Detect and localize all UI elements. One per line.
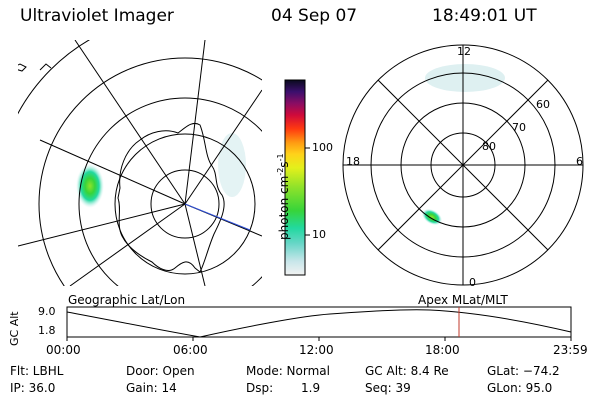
meridian-line — [184, 203, 206, 286]
glat-status: GLat: −74.2 — [487, 364, 560, 378]
mlt-label-0: 0 — [469, 276, 476, 289]
gc-alt-status: GC Alt: 8.4 Re — [365, 364, 449, 378]
sequence-status: Seq: 39 — [365, 381, 411, 395]
lat-circle — [114, 133, 256, 275]
geographic-map — [18, 40, 262, 286]
lat-circle — [150, 169, 220, 239]
x-tick-label: 06:00 — [173, 343, 208, 357]
colorbar-label-10: 10 — [312, 228, 326, 241]
mlat-label-60: 60 — [536, 98, 550, 111]
mlat-label-80: 80 — [482, 140, 496, 153]
meridian-line — [184, 40, 206, 205]
filter-status: Flt: LBHL — [10, 364, 64, 378]
mlt-label-12: 12 — [457, 45, 471, 58]
aurora-emission-polar — [421, 208, 443, 226]
timeline-right-title: Apex MLat/MLT — [418, 293, 508, 307]
time-label: 18:49:01 UT — [432, 6, 537, 26]
x-tick-label: 00:00 — [46, 343, 81, 357]
mlat-label-70: 70 — [512, 121, 526, 134]
coastline-fragment — [18, 63, 52, 72]
antarctica-coastline — [117, 122, 225, 273]
gain-status: Gain: 14 — [126, 381, 177, 395]
timeline-ylabel: GC Alt — [8, 311, 21, 346]
meridian-line — [18, 203, 186, 247]
look-direction-line — [184, 203, 251, 231]
timeline-left-title: Geographic Lat/Lon — [68, 293, 186, 307]
aurora-haze-polar — [425, 64, 505, 92]
dsp-label: Dsp: — [246, 381, 274, 395]
y-tick-bottom: 1.8 — [38, 324, 56, 337]
lat-circle — [78, 97, 262, 286]
meridian-line — [184, 89, 262, 205]
timeline-frame — [66, 306, 572, 338]
polar-plot — [342, 44, 584, 286]
x-tick-label: 23:59 — [553, 343, 588, 357]
mlt-label-6: 6 — [576, 155, 583, 168]
date-label: 04 Sep 07 — [271, 6, 358, 26]
mlt-label-18: 18 — [346, 155, 360, 168]
ip-status: IP: 36.0 — [10, 381, 56, 395]
altitude-timeline — [66, 306, 572, 341]
altitude-curve — [66, 309, 572, 338]
aurora-haze-geo — [218, 133, 246, 197]
door-status: Door: Open — [126, 364, 195, 378]
y-tick-top: 9.0 — [38, 305, 56, 318]
unit-exp-cm: -2 — [276, 167, 285, 176]
meridian-line — [69, 203, 186, 286]
unit-exp-s: -1 — [276, 153, 285, 162]
instrument-title: Ultraviolet Imager — [20, 6, 174, 26]
colorbar — [284, 79, 306, 276]
unit-s: s — [277, 161, 291, 168]
x-tick-label: 18:00 — [425, 343, 460, 357]
meridian-line — [39, 139, 186, 205]
meridian-line — [74, 40, 186, 205]
lat-circle — [38, 57, 262, 286]
mode-status: Mode: Normal — [246, 364, 330, 378]
colorbar-label-100: 100 — [312, 141, 333, 154]
mlt-line-diagonal — [377, 79, 549, 251]
glon-status: GLon: 95.0 — [487, 381, 553, 395]
dsp-value: 1.9 — [301, 381, 321, 395]
colorbar-unit-label: photon cm-2s-1 — [276, 153, 291, 240]
x-tick-label: 12:00 — [299, 343, 334, 357]
unit-photon: photon cm — [277, 175, 291, 240]
